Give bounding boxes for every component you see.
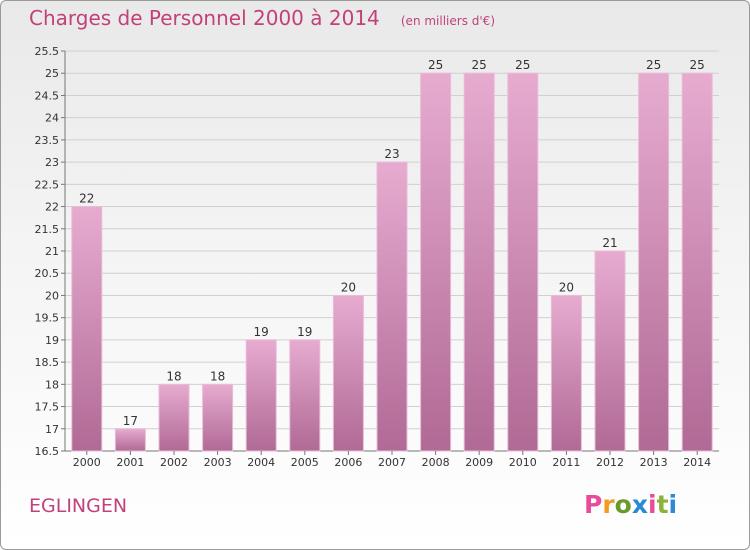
data-label: 17 [123, 414, 138, 428]
y-tick-label: 16.5 [35, 445, 60, 458]
data-label: 25 [515, 58, 530, 72]
data-label: 19 [254, 325, 269, 339]
city-name: EGLINGEN [29, 495, 128, 517]
y-tick-label: 20 [45, 289, 59, 302]
logo-letter: x [631, 490, 648, 519]
y-tick-label: 20.5 [35, 267, 60, 280]
x-tick-label: 2010 [509, 456, 537, 469]
data-label: 23 [384, 147, 399, 161]
y-tick-label: 22.5 [35, 178, 60, 191]
logo-letter: r [602, 490, 615, 519]
y-tick-label: 18 [45, 378, 59, 391]
x-tick-label: 2005 [291, 456, 319, 469]
data-label: 20 [341, 280, 356, 294]
x-tick-label: 2012 [596, 456, 624, 469]
x-tick-label: 2009 [465, 456, 493, 469]
logo-letter: i [648, 490, 657, 519]
bar [550, 294, 582, 452]
y-tick-label: 19 [45, 334, 59, 347]
data-label: 25 [472, 58, 487, 72]
data-label: 19 [297, 325, 312, 339]
data-label: 18 [166, 369, 181, 383]
bar [289, 339, 321, 452]
bar [420, 72, 452, 452]
bar [594, 250, 626, 452]
x-tick-label: 2013 [640, 456, 668, 469]
bar [681, 72, 713, 452]
y-tick-label: 23.5 [35, 134, 60, 147]
data-label: 18 [210, 369, 225, 383]
x-tick-label: 2002 [160, 456, 188, 469]
bar [114, 428, 146, 452]
bar [245, 339, 277, 452]
y-tick-label: 23 [45, 156, 59, 169]
x-tick-label: 2006 [334, 456, 362, 469]
bar [71, 206, 103, 452]
bar [376, 161, 408, 452]
data-label: 22 [79, 192, 94, 206]
x-tick-label: 2001 [116, 456, 144, 469]
y-tick-label: 24 [45, 112, 59, 125]
data-label: 25 [646, 58, 661, 72]
y-tick-label: 18.5 [35, 356, 60, 369]
bar [202, 383, 234, 452]
logo-letter: P [584, 490, 603, 519]
y-tick-label: 22 [45, 201, 59, 214]
x-tick-label: 2014 [683, 456, 711, 469]
y-tick-label: 21.5 [35, 223, 60, 236]
y-tick-label: 19.5 [35, 312, 60, 325]
bar [463, 72, 495, 452]
bar [638, 72, 670, 452]
y-tick-label: 25 [45, 67, 59, 80]
y-tick-label: 17 [45, 423, 59, 436]
y-tick-label: 21 [45, 245, 59, 258]
logo-letter: t [656, 490, 669, 519]
chart-title-area: Charges de Personnel 2000 à 2014 (en mil… [29, 6, 495, 30]
proxiti-logo: Proxiti [584, 490, 677, 519]
data-label: 25 [428, 58, 443, 72]
x-tick-label: 2007 [378, 456, 406, 469]
bar [507, 72, 539, 452]
chart-title: Charges de Personnel 2000 à 2014 [29, 6, 380, 30]
x-tick-label: 2004 [247, 456, 275, 469]
bar [158, 383, 190, 452]
y-tick-label: 24.5 [35, 89, 60, 102]
y-tick-label: 25.5 [35, 45, 60, 58]
x-tick-label: 2008 [422, 456, 450, 469]
x-tick-label: 2000 [73, 456, 101, 469]
x-tick-label: 2011 [552, 456, 580, 469]
logo-letter: o [614, 490, 632, 519]
chart-subtitle: (en milliers d'€) [400, 14, 495, 28]
data-label: 21 [602, 236, 617, 250]
data-label: 20 [559, 280, 574, 294]
data-label: 25 [690, 58, 705, 72]
logo-letter: i [668, 490, 678, 519]
bar [332, 294, 364, 452]
y-tick-label: 17.5 [35, 401, 60, 414]
x-tick-label: 2003 [204, 456, 232, 469]
